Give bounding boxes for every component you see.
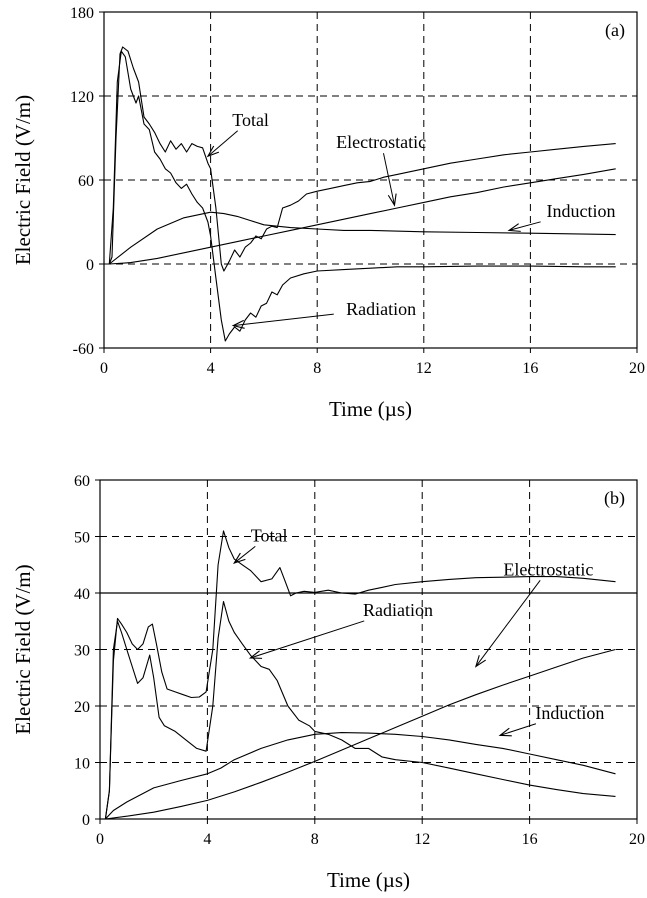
y-tick-label: 50	[74, 530, 90, 547]
x-tick-label: 20	[629, 831, 645, 848]
x-axis-label: Time (µs)	[327, 868, 410, 892]
x-tick-label: 12	[414, 831, 430, 848]
annotation-arrow-total	[233, 545, 256, 564]
y-tick-label: 60	[74, 473, 90, 490]
series-line-induction	[108, 211, 616, 265]
y-tick-label: 10	[74, 756, 90, 773]
x-tick-label: 0	[100, 360, 108, 377]
y-tick-label: 180	[70, 5, 94, 22]
annotation-induction: Induction	[547, 201, 616, 221]
annotation-arrow-radiation	[250, 620, 365, 659]
x-axis-label: Time (µs)	[329, 397, 412, 421]
annotation-arrowhead-electrostatic	[387, 193, 397, 207]
x-tick-label: 16	[522, 360, 538, 377]
x-tick-label: 12	[416, 360, 432, 377]
panel-label: (a)	[605, 20, 625, 41]
x-tick-label: 4	[207, 360, 215, 377]
y-tick-label: 60	[78, 173, 94, 190]
series-line-radiation	[104, 600, 616, 820]
series-line-radiation	[108, 50, 616, 342]
y-tick-label: 0	[82, 812, 90, 829]
annotation-arrow-induction	[499, 723, 537, 736]
annotation-arrowhead-radiation	[231, 319, 245, 329]
annotation-arrow-electrostatic	[382, 153, 395, 206]
y-tick-label: 0	[86, 257, 94, 274]
annotation-electrostatic: Electrostatic	[336, 132, 426, 152]
annotation-total: Total	[251, 525, 288, 545]
x-tick-label: 20	[629, 360, 645, 377]
x-tick-label: 8	[311, 831, 319, 848]
annotation-arrowhead-induction	[498, 727, 512, 737]
y-axis-label: Electric Field (V/m)	[11, 564, 35, 734]
x-tick-label: 16	[522, 831, 538, 848]
panel-label: (b)	[604, 488, 625, 509]
series-line-induction	[104, 732, 616, 820]
x-tick-label: 0	[96, 831, 104, 848]
annotation-arrow-total	[207, 130, 239, 157]
annotation-arrowhead-electrostatic	[474, 655, 486, 668]
x-tick-label: 8	[313, 360, 321, 377]
series-line-total	[108, 46, 616, 272]
annotation-radiation: Radiation	[346, 299, 416, 319]
y-axis-label: Electric Field (V/m)	[11, 95, 35, 265]
annotation-arrowhead-radiation	[248, 650, 263, 659]
series-line-electrostatic	[109, 168, 616, 265]
y-tick-label: 120	[70, 89, 94, 106]
y-tick-label: 30	[74, 643, 90, 660]
annotation-arrow-induction	[508, 221, 541, 231]
x-tick-label: 4	[203, 831, 211, 848]
annotation-arrow-electrostatic	[475, 579, 541, 667]
annotation-electrostatic: Electrostatic	[503, 559, 593, 579]
chart-panel-b: 0 4 8 12 16 20 0 10 20 30 40 50 60 Time (µs) Electric …	[11, 473, 645, 892]
y-tick-label: -60	[73, 341, 94, 358]
annotation-arrowhead-total	[206, 145, 220, 158]
annotation-arrowhead-total	[232, 552, 246, 565]
annotation-induction: Induction	[535, 703, 604, 723]
y-tick-label: 40	[74, 586, 90, 603]
series-line-electrostatic	[105, 648, 616, 820]
annotation-arrow-radiation	[233, 313, 334, 327]
chart-panel-a: 0 4 8 12 16 20 -60 0 60 120 180 Time (µs) Electric F…	[11, 5, 645, 421]
y-tick-label: 20	[74, 699, 90, 716]
annotation-radiation: Radiation	[363, 600, 433, 620]
annotation-arrowhead-induction	[507, 223, 521, 232]
annotation-total: Total	[232, 110, 269, 130]
